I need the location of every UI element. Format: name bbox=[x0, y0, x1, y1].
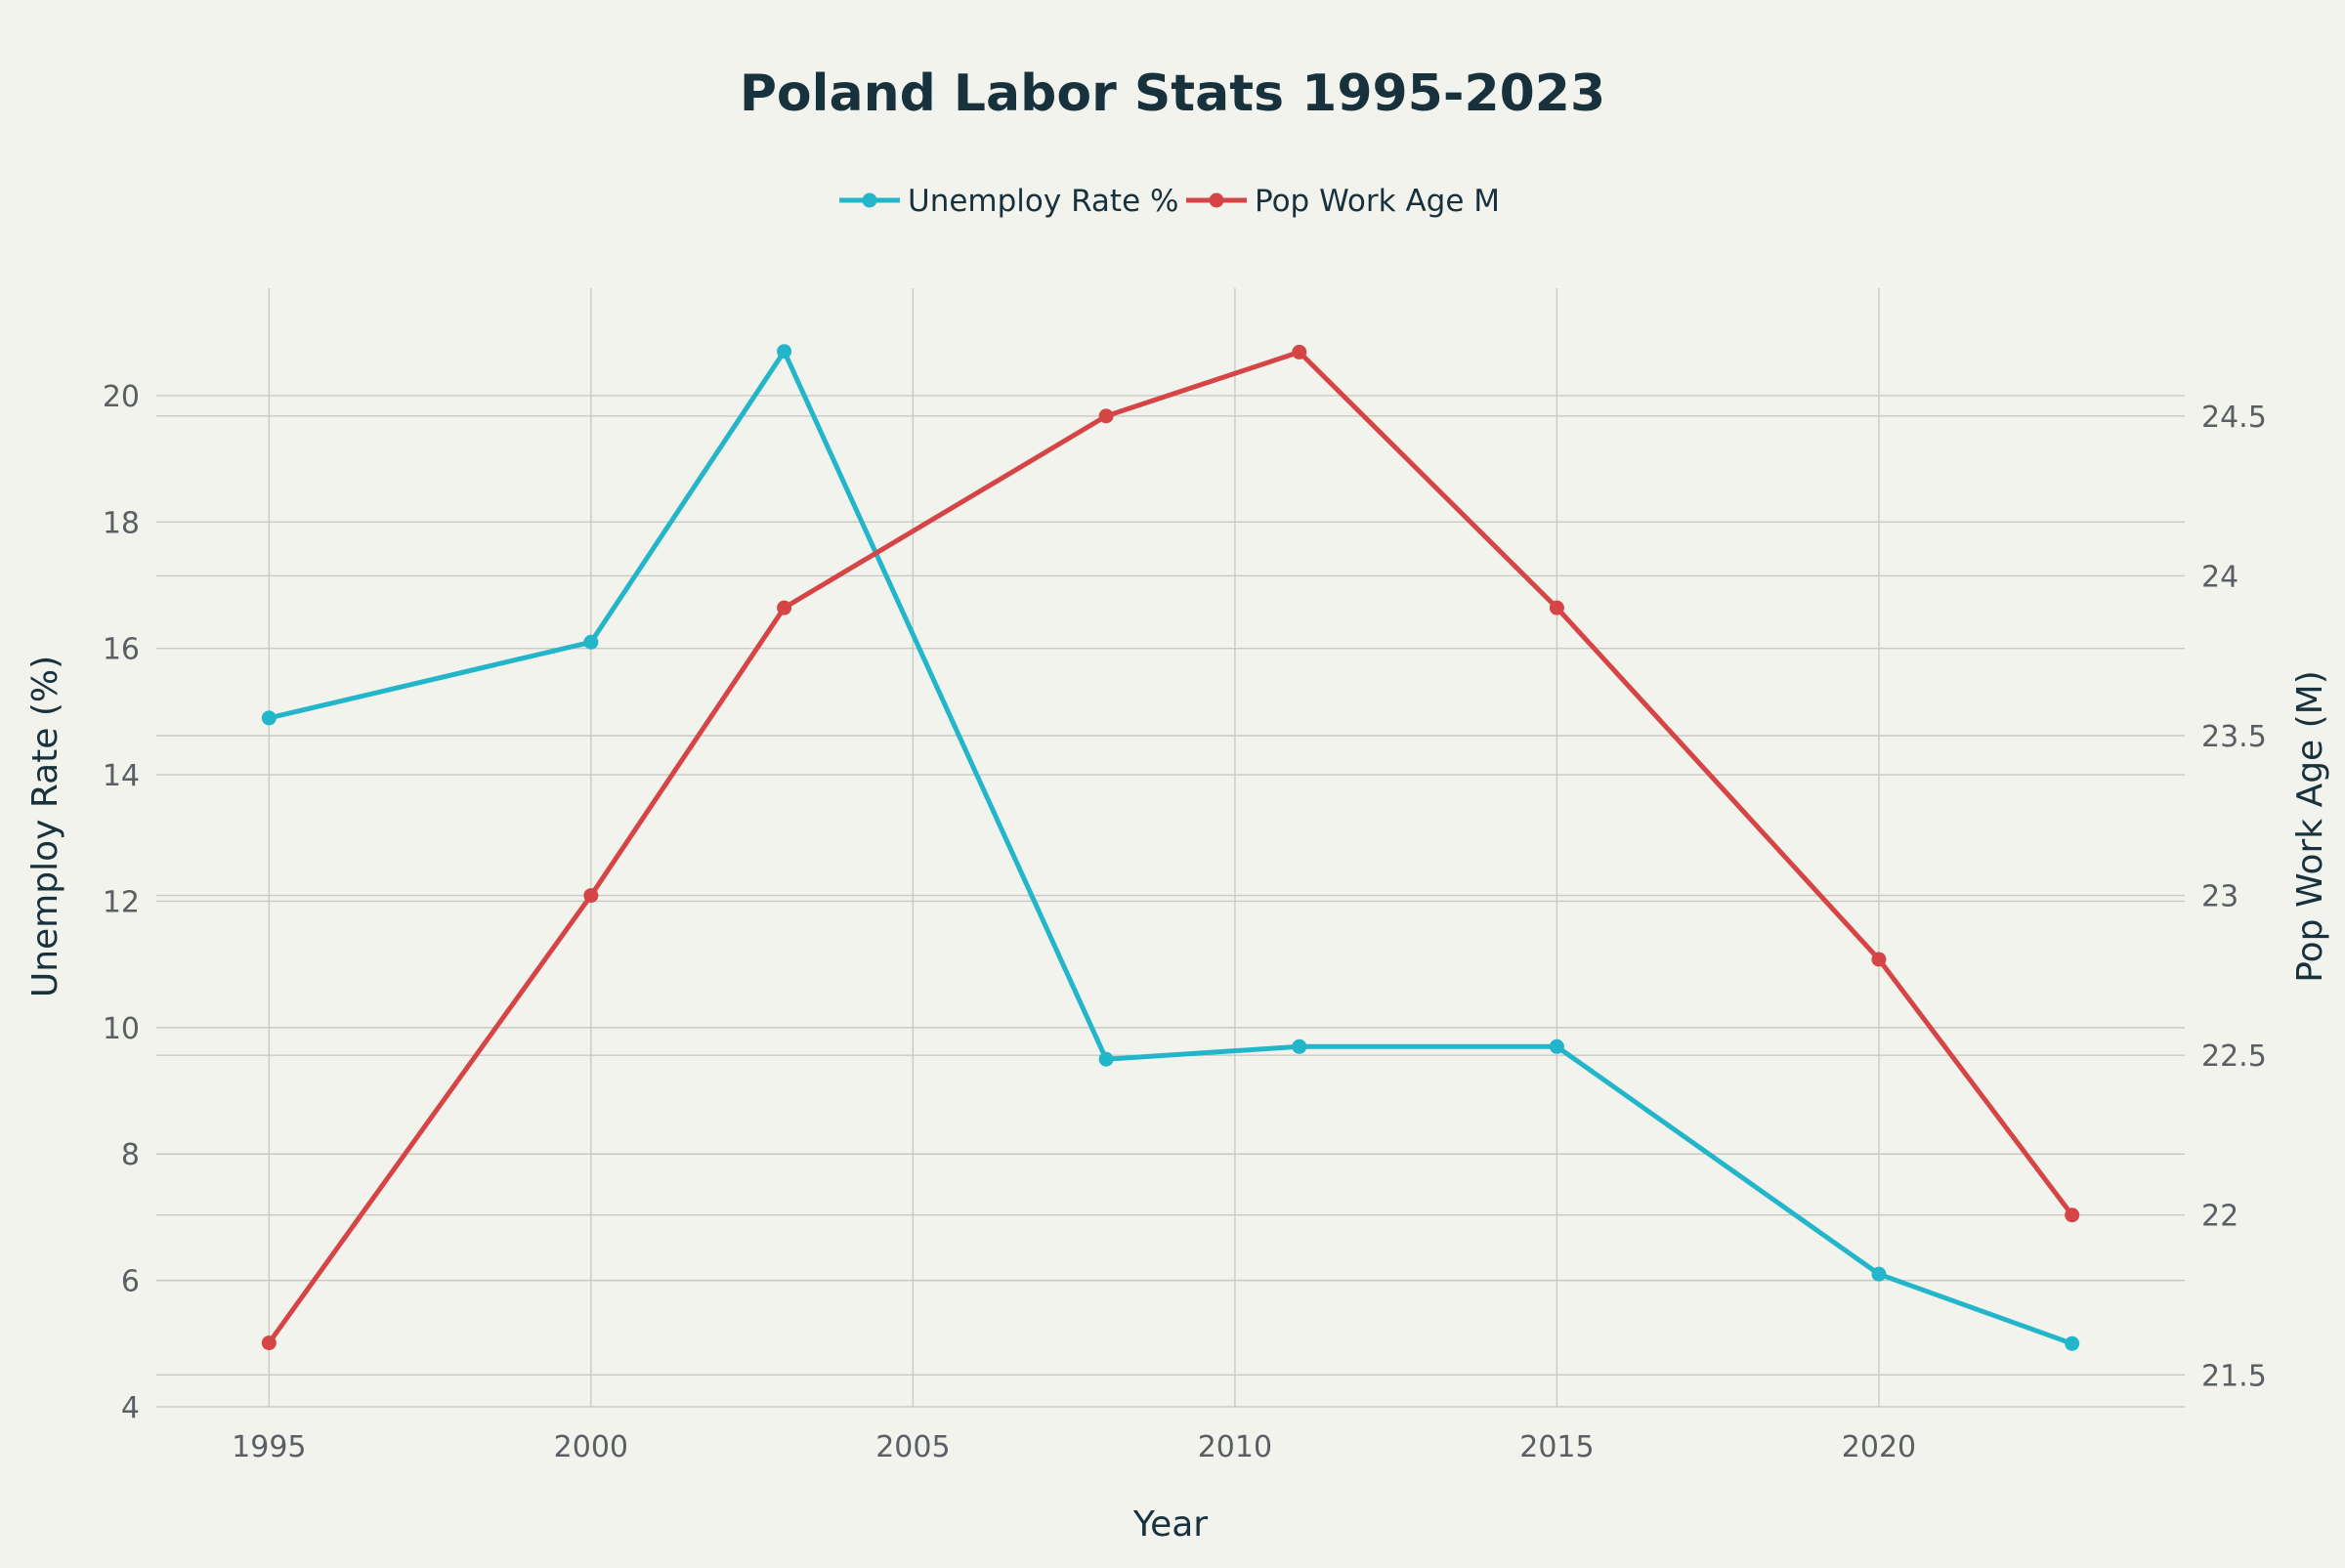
x-tick-label-2000: 2000 bbox=[554, 1430, 628, 1464]
y2-tick-label-23.5: 23.5 bbox=[2201, 720, 2267, 754]
x-tick-label-2010: 2010 bbox=[1198, 1430, 1272, 1464]
data-point-pop-work-age-m-1995[interactable] bbox=[261, 1335, 277, 1351]
legend-swatch-marker bbox=[862, 192, 877, 208]
data-point-unemploy-rate-2000[interactable] bbox=[583, 634, 599, 650]
x-tick-label-2005: 2005 bbox=[875, 1430, 950, 1464]
series-line-pop-work-age-m bbox=[266, 349, 2075, 1346]
data-point-unemploy-rate-2003[interactable] bbox=[777, 344, 792, 360]
data-point-pop-work-age-m-2008[interactable] bbox=[1098, 408, 1114, 424]
data-point-unemploy-rate-2008[interactable] bbox=[1098, 1051, 1114, 1067]
y2-tick-label-22: 22 bbox=[2201, 1200, 2238, 1234]
data-point-unemploy-rate-2020[interactable] bbox=[1871, 1266, 1887, 1282]
data-point-pop-work-age-m-2015[interactable] bbox=[1549, 600, 1564, 615]
series-line-unemploy-rate bbox=[266, 349, 2075, 1346]
y-axis-title: Unemploy Rate (%) bbox=[25, 656, 65, 997]
y-tick-label-12: 12 bbox=[103, 885, 140, 919]
y-tick-label-18: 18 bbox=[103, 506, 140, 540]
y2-tick-label-22.5: 22.5 bbox=[2201, 1039, 2267, 1074]
grid bbox=[156, 288, 2185, 1408]
data-point-pop-work-age-m-2020[interactable] bbox=[1871, 952, 1887, 967]
data-point-unemploy-rate-2015[interactable] bbox=[1549, 1038, 1564, 1054]
y2-tick-label-24.5: 24.5 bbox=[2201, 401, 2267, 435]
data-point-pop-work-age-m-2023[interactable] bbox=[2065, 1208, 2080, 1223]
x-tick-label-2020: 2020 bbox=[1842, 1430, 1916, 1464]
series-unemploy-rate bbox=[261, 344, 2080, 1351]
chart-title: Poland Labor Stats 1995-2023 bbox=[740, 64, 1605, 123]
y-tick-label-4: 4 bbox=[121, 1391, 140, 1425]
y2-tick-label-24: 24 bbox=[2201, 560, 2238, 594]
y-tick-label-16: 16 bbox=[103, 633, 140, 667]
y-tick-label-8: 8 bbox=[121, 1138, 140, 1172]
y2-tick-label-23: 23 bbox=[2201, 880, 2238, 914]
series-layer bbox=[261, 344, 2080, 1351]
y2-axis-title: Pop Work Age (M) bbox=[2290, 670, 2330, 983]
y2-tick-label-21.5: 21.5 bbox=[2201, 1359, 2267, 1393]
x-axis-title: Year bbox=[1132, 1504, 1208, 1545]
data-point-unemploy-rate-2023[interactable] bbox=[2065, 1335, 2080, 1351]
legend: Unemploy Rate % Pop Work Age M bbox=[839, 184, 1500, 219]
data-point-pop-work-age-m-2000[interactable] bbox=[583, 888, 599, 904]
legend-label: Unemploy Rate % bbox=[908, 184, 1178, 219]
x-tick-label-2015: 2015 bbox=[1519, 1430, 1594, 1464]
data-point-unemploy-rate-2011[interactable] bbox=[1292, 1038, 1307, 1054]
legend-swatch-marker bbox=[1209, 192, 1224, 208]
tick-labels: 1995 2000 2005 2010 2015 2020 4 6 8 10 12 14 16 18 20 2… bbox=[103, 380, 2267, 1464]
data-point-pop-work-age-m-2011[interactable] bbox=[1292, 344, 1307, 360]
y-tick-label-20: 20 bbox=[103, 380, 140, 414]
series-pop-work-age-m bbox=[261, 344, 2080, 1351]
y-tick-label-14: 14 bbox=[103, 759, 140, 793]
legend-label: Pop Work Age M bbox=[1255, 184, 1500, 219]
data-point-pop-work-age-m-2003[interactable] bbox=[777, 600, 792, 615]
data-point-unemploy-rate-1995[interactable] bbox=[261, 710, 277, 726]
legend-item-unemploy-rate[interactable]: Unemploy Rate % bbox=[839, 184, 1178, 219]
x-tick-label-1995: 1995 bbox=[232, 1430, 306, 1464]
y-tick-label-6: 6 bbox=[121, 1265, 140, 1299]
y-tick-label-10: 10 bbox=[103, 1012, 140, 1046]
legend-item-pop-work-age-m[interactable]: Pop Work Age M bbox=[1186, 184, 1500, 219]
